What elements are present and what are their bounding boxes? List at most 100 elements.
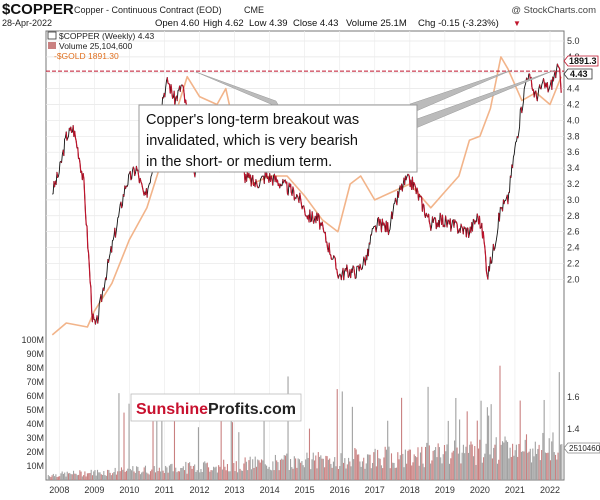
copper-down-segment (78, 158, 81, 164)
volume-bar (57, 476, 59, 480)
volume-bar (255, 466, 258, 480)
volume-bar (303, 467, 305, 480)
volume-bar (349, 461, 351, 480)
volume-bar (137, 466, 139, 480)
volume-bar (361, 461, 364, 480)
volume-bar (47, 475, 49, 480)
chart-date: 28-Apr-2022 (2, 18, 52, 28)
volume-bar (403, 467, 405, 480)
copper-down-segment (270, 175, 273, 179)
volume-bar (489, 454, 491, 480)
volume-bar (464, 453, 466, 480)
copper-down-segment (353, 273, 356, 279)
volume-bar (499, 365, 501, 480)
copper-down-segment (374, 225, 377, 233)
copper-down-segment (543, 82, 546, 89)
copper-down-segment (306, 215, 309, 220)
copper-down-segment (333, 256, 336, 259)
volume-bar (184, 470, 186, 480)
volume-bar (300, 462, 302, 480)
volume-bar (268, 466, 270, 480)
copper-down-segment (120, 201, 123, 208)
volume-bar (259, 462, 261, 480)
copper-down-segment (458, 228, 461, 233)
copper-down-segment (381, 218, 384, 226)
copper-down-segment (350, 268, 353, 273)
volume-bar (427, 386, 429, 480)
copper-down-segment (87, 247, 90, 253)
gold-badge: 1891.3 (563, 55, 599, 67)
volume-bar (421, 446, 423, 480)
copper-down-segment (292, 186, 295, 191)
volume-bar (191, 468, 193, 480)
volume-bar (523, 451, 525, 480)
volume-bar (512, 443, 514, 480)
volume-bar (498, 459, 500, 480)
volume-bar (353, 459, 355, 480)
copper-down-segment (539, 87, 542, 90)
volume-bar (392, 462, 394, 480)
volume-bar (503, 442, 505, 480)
copper-down-segment (89, 281, 92, 288)
volume-bar (509, 447, 511, 480)
volume-bar (170, 464, 172, 480)
copper-down-segment (478, 216, 481, 229)
copper-down-segment (182, 85, 184, 88)
copper-down-segment (256, 183, 258, 187)
volume-bar (558, 372, 560, 480)
volume-bar (223, 459, 225, 480)
volume-bar (148, 474, 150, 480)
volume-bar (551, 441, 553, 480)
volume-bar (455, 397, 457, 480)
volume-bar (156, 419, 158, 480)
volume-bar (321, 458, 323, 480)
copper-down-segment (407, 174, 410, 177)
copper-down-segment (307, 214, 310, 223)
volume-bar (372, 462, 374, 480)
stat-volume: Volume 25.1M (346, 18, 407, 29)
copper-down-segment (485, 271, 488, 276)
volume-bar (142, 471, 144, 480)
volume-bar (233, 463, 235, 480)
volume-bar (166, 467, 168, 480)
volume-bar (377, 449, 379, 480)
volume-bar (417, 447, 419, 480)
copper-down-segment (246, 172, 249, 178)
copper-down-segment (114, 228, 117, 238)
volume-bar (533, 456, 535, 480)
volume-bar (160, 471, 162, 480)
volume-badge-text: 25104600 (569, 444, 600, 453)
volume-tick-label: 30M (26, 433, 44, 443)
copper-down-segment (290, 192, 293, 196)
volume-bar (459, 419, 461, 480)
volume-tick-label: 70M (26, 377, 44, 387)
copper-down-segment (312, 219, 315, 224)
volume-bar (282, 459, 284, 480)
copper-down-segment (557, 65, 560, 68)
copper-down-segment (410, 179, 413, 190)
volume-bar (158, 467, 160, 480)
volume-bar (448, 463, 451, 480)
volume-bar (527, 452, 529, 480)
volume-bar (465, 446, 467, 480)
copper-down-segment (488, 266, 491, 272)
copper-down-segment (469, 226, 472, 234)
copper-down-segment (299, 198, 302, 205)
stat-low: Low 4.39 (249, 18, 288, 29)
copper-down-segment (255, 179, 258, 184)
copper-down-segment (347, 270, 349, 278)
volume-bar (235, 461, 237, 480)
legend-volume-icon (48, 42, 56, 49)
volume-bar (90, 469, 92, 480)
copper-down-segment (455, 221, 458, 225)
x-tick-label: 2022 (540, 485, 560, 495)
copper-down-segment (321, 221, 324, 227)
copper-down-segment (473, 220, 476, 225)
volume-bar (480, 400, 482, 480)
copper-down-segment (554, 70, 557, 78)
volume-bar (182, 466, 184, 480)
volume-bar (136, 466, 138, 480)
volume-bar (326, 456, 328, 480)
volume-bar (366, 454, 369, 480)
